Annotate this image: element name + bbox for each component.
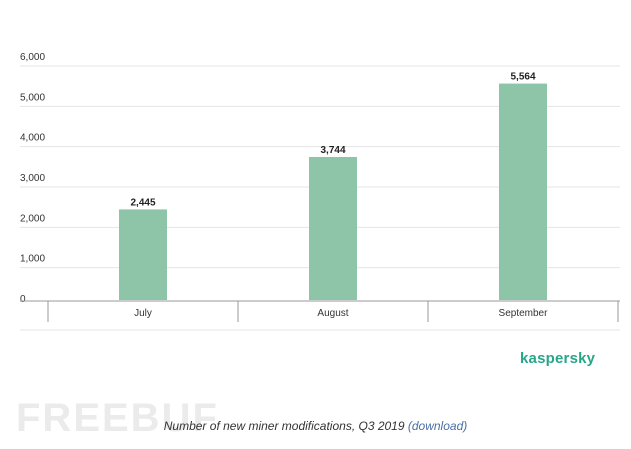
data-label: 2,445: [130, 197, 155, 208]
bar-chart: 0 1,000 2,000 3,000 4,000 5,000 6,000 2,445 July…: [20, 52, 620, 331]
kaspersky-logo: kaspersky: [520, 350, 596, 367]
data-label: 5,564: [510, 72, 535, 83]
bar: [499, 83, 547, 301]
y-tick-label: 0: [20, 294, 26, 305]
x-tick-label: September: [499, 308, 549, 319]
y-tick-label: 4,000: [20, 133, 45, 144]
bar: [119, 209, 167, 300]
y-tick-label: 5,000: [20, 92, 45, 103]
data-label: 3,744: [320, 145, 345, 156]
caption-text: Number of new miner modifications, Q3 20…: [163, 419, 405, 433]
watermark: FREEBUF: [16, 396, 219, 440]
bar: [309, 156, 357, 300]
y-tick-label: 3,000: [20, 173, 45, 184]
y-tick-label: 2,000: [20, 213, 45, 224]
chart-caption: Number of new miner modifications, Q3 20…: [0, 419, 631, 433]
x-tick-label: August: [317, 308, 348, 319]
y-tick-label: 6,000: [20, 52, 45, 63]
download-link[interactable]: (download): [407, 419, 468, 433]
y-tick-label: 1,000: [20, 254, 45, 265]
x-tick-label: July: [134, 308, 152, 319]
